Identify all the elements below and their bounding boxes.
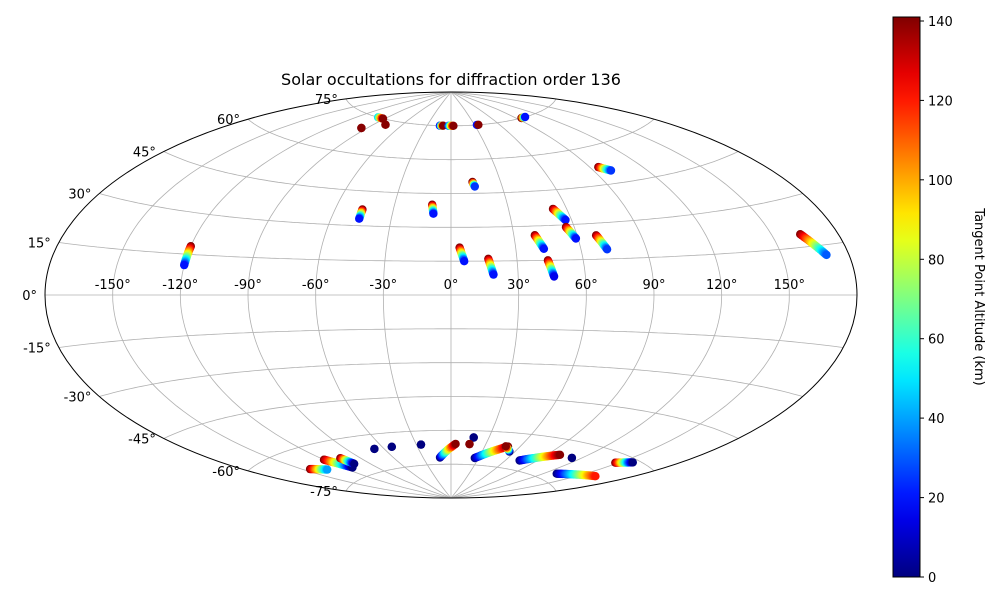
latitude-tick-label: -75° (310, 485, 338, 500)
parallel-line (58, 328, 844, 348)
colorbar-label: Tangent Point Altitude (km) (971, 207, 986, 385)
colorbar-tick-label: 20 (928, 492, 945, 507)
longitude-tick-label: 0° (444, 278, 459, 293)
latitude-tick-labels: -75° -60° -45° -30° -15° 0° 15° 30° 45° 60° 75° (22, 93, 338, 500)
parallel-line (99, 362, 803, 397)
occultation-point (549, 272, 559, 281)
occultation-point (381, 120, 390, 129)
longitude-tick-labels: -150° -120° -90° -60° -30° 0° 30° 60° 90° 120° 150… (95, 278, 805, 293)
colorbar-tick-label: 120 (928, 94, 953, 109)
graticule-grid (45, 91, 857, 499)
latitude-tick-label: 75° (315, 93, 338, 108)
chart-title: Solar occultations for diffraction order… (281, 70, 621, 89)
longitude-tick-label: -30° (369, 278, 397, 293)
occultation-point (180, 260, 189, 270)
longitude-tick-label: 30° (507, 278, 530, 293)
occultation-point (465, 439, 474, 449)
parallel-line (163, 151, 739, 194)
occultation-point (429, 209, 438, 218)
longitude-tick-label: -60° (302, 278, 330, 293)
occultation-point (451, 439, 460, 449)
colorbar-tick-label: 40 (928, 412, 945, 427)
longitude-tick-label: -150° (95, 278, 131, 293)
occultation-point (357, 123, 366, 133)
latitude-tick-label: 0° (22, 289, 37, 304)
parallel-line (163, 396, 739, 439)
longitude-tick-label: 120° (706, 278, 737, 293)
colorbar-gradient (892, 16, 921, 578)
occultation-points (180, 112, 831, 481)
latitude-tick-label: -15° (23, 342, 51, 357)
occultation-point (387, 442, 396, 451)
latitude-tick-label: -60° (212, 465, 240, 480)
occultation-point (489, 270, 498, 279)
latitude-tick-label: 45° (133, 146, 156, 161)
occultation-point (591, 472, 600, 481)
colorbar: 0 20 40 60 80 100 120 140 Tangent Point Altitud… (892, 15, 986, 586)
colorbar-tick-label: 140 (928, 15, 953, 30)
parallel-line (247, 429, 655, 472)
occultation-point (628, 458, 637, 467)
occultation-point (606, 166, 616, 175)
occultation-point (469, 433, 478, 442)
occultation-point (520, 112, 530, 122)
parallel-line (99, 193, 803, 228)
occultation-point (460, 257, 469, 266)
occultation-point (323, 465, 332, 474)
longitude-tick-label: 60° (575, 278, 598, 293)
occultation-point (822, 250, 831, 260)
occultation-point (474, 120, 483, 129)
occultation-point (416, 440, 426, 449)
occultation-point (567, 453, 577, 463)
occultation-point (449, 121, 458, 130)
latitude-tick-label: -45° (128, 433, 156, 448)
latitude-tick-label: -30° (64, 391, 92, 406)
longitude-tick-label: 150° (774, 278, 805, 293)
occultation-point (470, 182, 479, 191)
parallel-line (345, 463, 557, 492)
longitude-tick-label: -120° (162, 278, 198, 293)
occultation-point (355, 214, 364, 223)
latitude-tick-label: 60° (217, 113, 240, 128)
occultation-point (561, 215, 570, 225)
occultation-point (539, 244, 549, 253)
map-boundary (44, 91, 858, 499)
occultation-point (571, 234, 581, 243)
occultation-point (370, 444, 379, 454)
colorbar-tick-label: 80 (928, 253, 945, 268)
occultation-point (501, 442, 510, 451)
parallel-line (247, 118, 655, 161)
colorbar-tick-label: 60 (928, 333, 945, 348)
colorbar-tick-label: 0 (928, 571, 936, 586)
longitude-tick-label: -90° (234, 278, 262, 293)
latitude-tick-label: 15° (28, 237, 51, 252)
occultation-point (555, 450, 565, 459)
colorbar-ticks: 0 20 40 60 80 100 120 140 (920, 15, 953, 586)
colorbar-tick-label: 100 (928, 174, 953, 189)
occultation-point (602, 245, 612, 254)
longitude-tick-label: 90° (642, 278, 665, 293)
occultation-point (350, 459, 359, 468)
latitude-tick-label: 30° (68, 188, 91, 203)
